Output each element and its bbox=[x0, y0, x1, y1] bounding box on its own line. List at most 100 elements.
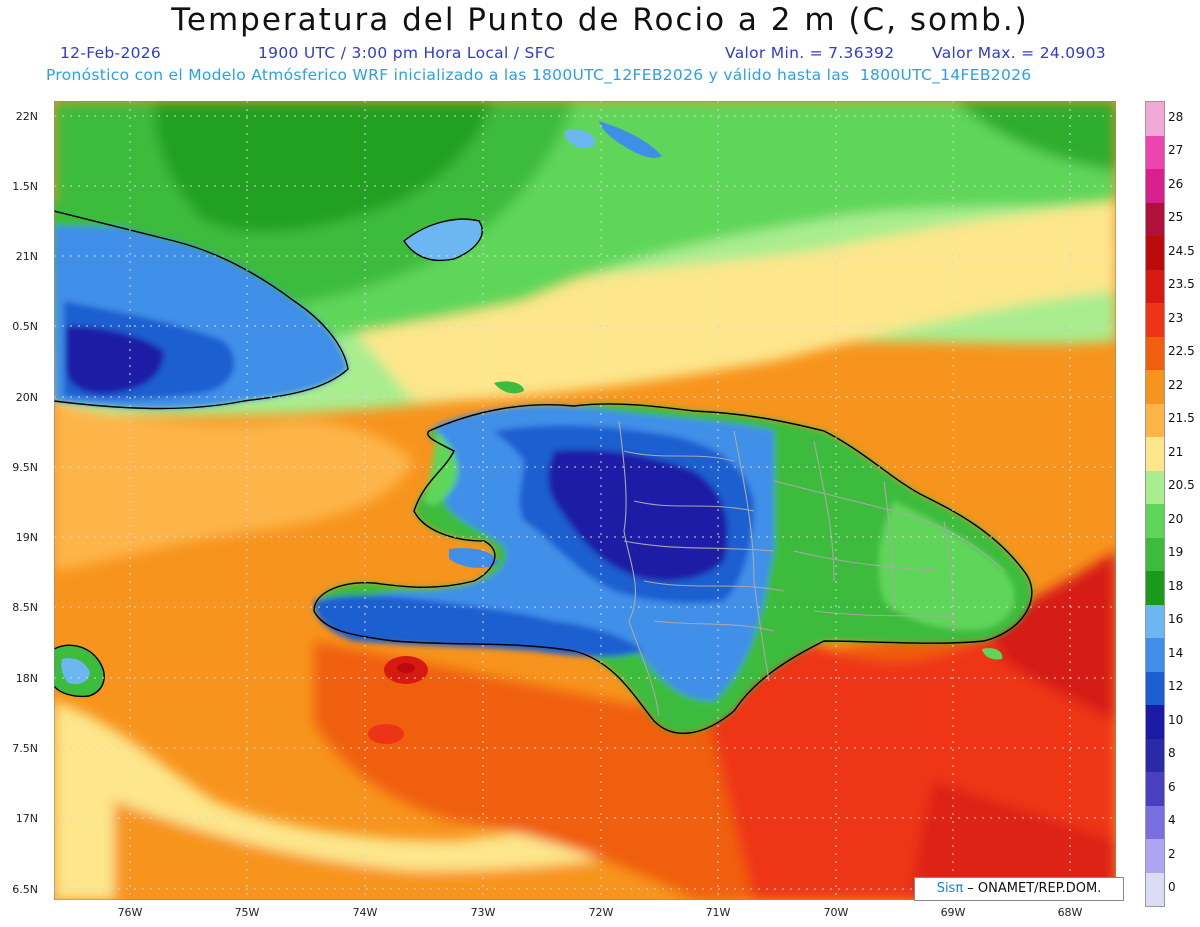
legend-label: 6 bbox=[1168, 779, 1176, 794]
lon-label: 70W bbox=[823, 906, 849, 919]
band-light-orange-west bbox=[54, 401, 414, 571]
legend-label: 0 bbox=[1168, 880, 1176, 895]
legend-swatch bbox=[1146, 370, 1164, 404]
legend-label: 2 bbox=[1168, 846, 1176, 861]
legend-label: 18 bbox=[1168, 578, 1184, 593]
legend-swatch bbox=[1146, 236, 1164, 270]
legend-label: 23.5 bbox=[1168, 277, 1195, 292]
dewpoint-field bbox=[54, 101, 1116, 900]
legend-swatch bbox=[1146, 437, 1164, 471]
band-dark-green-core bbox=[154, 101, 494, 232]
legend-label: 21.5 bbox=[1168, 411, 1195, 426]
caicos bbox=[564, 129, 595, 148]
legend-label: 19 bbox=[1168, 545, 1184, 560]
legend-swatch bbox=[1146, 839, 1164, 873]
grid-lines bbox=[54, 101, 1116, 900]
legend-swatch bbox=[1146, 269, 1164, 303]
hotspot-sea bbox=[368, 724, 404, 744]
lat-label: 17N bbox=[15, 812, 38, 825]
haiti-west-green bbox=[424, 431, 458, 506]
legend-label: 26 bbox=[1168, 176, 1184, 191]
legend-label: 12 bbox=[1168, 679, 1184, 694]
legend-label: 23 bbox=[1168, 310, 1184, 325]
legend-label: 14 bbox=[1168, 645, 1184, 660]
coastlines bbox=[54, 210, 1033, 735]
lat-label: 1.5N bbox=[12, 180, 38, 193]
band-orange-south bbox=[114, 801, 694, 900]
saona bbox=[982, 648, 1003, 660]
lat-label: 7.5N bbox=[12, 742, 38, 755]
gonave bbox=[449, 548, 499, 568]
legend-swatch bbox=[1146, 202, 1164, 236]
model-info: Pronóstico con el Modelo Atmósferico WRF… bbox=[46, 66, 1032, 84]
legend-label: 22.5 bbox=[1168, 344, 1195, 359]
forecast-time: 1900 UTC / 3:00 pm Hora Local / SFC bbox=[258, 44, 556, 62]
lon-label: 68W bbox=[1057, 906, 1083, 919]
legend-label: 20 bbox=[1168, 511, 1184, 526]
band-green-ne bbox=[954, 101, 1116, 171]
cuba-edge-green bbox=[54, 201, 144, 228]
lon-label: 74W bbox=[352, 906, 378, 919]
credit-brand: Sisπ bbox=[936, 881, 964, 896]
lon-label: 75W bbox=[234, 906, 260, 919]
legend-swatch bbox=[1146, 571, 1164, 605]
lat-label: 18N bbox=[15, 672, 38, 685]
cuba-core bbox=[66, 326, 164, 394]
hispaniola-core bbox=[548, 449, 728, 581]
legend-swatch bbox=[1146, 705, 1164, 739]
legend-swatch bbox=[1146, 671, 1164, 705]
legend-label: 22 bbox=[1168, 377, 1184, 392]
legend-label: 20.5 bbox=[1168, 478, 1195, 493]
legend-label: 27 bbox=[1168, 143, 1184, 158]
hotspot-south-haiti-core bbox=[397, 663, 415, 673]
legend-swatch bbox=[1146, 303, 1164, 337]
turks-islands bbox=[599, 121, 662, 158]
legend-label: 10 bbox=[1168, 712, 1184, 727]
lon-label: 72W bbox=[588, 906, 614, 919]
lat-label: 0.5N bbox=[12, 320, 38, 333]
hispaniola bbox=[314, 403, 1032, 734]
lat-label: 6.5N bbox=[12, 883, 38, 896]
legend-swatch bbox=[1146, 537, 1164, 571]
tortuga bbox=[494, 381, 524, 394]
band-red-south-2 bbox=[914, 781, 1116, 900]
lat-label: 21N bbox=[15, 250, 38, 263]
legend-swatch bbox=[1146, 638, 1164, 672]
lat-label: 22N bbox=[15, 110, 38, 123]
lat-label: 8.5N bbox=[12, 601, 38, 614]
value-max: Valor Max. = 24.0903 bbox=[932, 44, 1106, 62]
dewpoint-map bbox=[54, 101, 1116, 900]
legend-swatch bbox=[1146, 805, 1164, 839]
legend-swatch bbox=[1146, 872, 1164, 906]
legend-label: 24.5 bbox=[1168, 243, 1195, 258]
legend-swatch bbox=[1146, 102, 1164, 136]
legend-swatch bbox=[1146, 604, 1164, 638]
legend-label: 4 bbox=[1168, 813, 1176, 828]
legend-swatch bbox=[1146, 403, 1164, 437]
legend-swatch bbox=[1146, 738, 1164, 772]
legend-swatch bbox=[1146, 504, 1164, 538]
legend-label: 21 bbox=[1168, 444, 1184, 459]
lon-label: 69W bbox=[940, 906, 966, 919]
jamaica-inner bbox=[61, 658, 90, 685]
credit-text: – ONAMET/REP.DOM. bbox=[963, 881, 1102, 896]
chart-title: Temperatura del Punto de Rocio a 2 m (C,… bbox=[171, 2, 1029, 38]
cuba bbox=[54, 201, 348, 409]
band-pale-yellow bbox=[354, 201, 1116, 401]
legend-swatch bbox=[1146, 169, 1164, 203]
inagua bbox=[404, 219, 483, 261]
band-deep-red-east bbox=[984, 551, 1116, 721]
lon-label: 71W bbox=[705, 906, 731, 919]
legend-swatch bbox=[1146, 772, 1164, 806]
color-legend bbox=[1145, 101, 1165, 907]
legend-label: 16 bbox=[1168, 612, 1184, 627]
forecast-date: 12-Feb-2026 bbox=[60, 44, 162, 62]
legend-label: 25 bbox=[1168, 210, 1184, 225]
lat-label: 19N bbox=[15, 531, 38, 544]
legend-swatch bbox=[1146, 135, 1164, 169]
lat-label: 9.5N bbox=[12, 461, 38, 474]
legend-swatch bbox=[1146, 470, 1164, 504]
legend-label: 8 bbox=[1168, 746, 1176, 761]
lon-label: 73W bbox=[470, 906, 496, 919]
legend-label: 28 bbox=[1168, 109, 1184, 124]
